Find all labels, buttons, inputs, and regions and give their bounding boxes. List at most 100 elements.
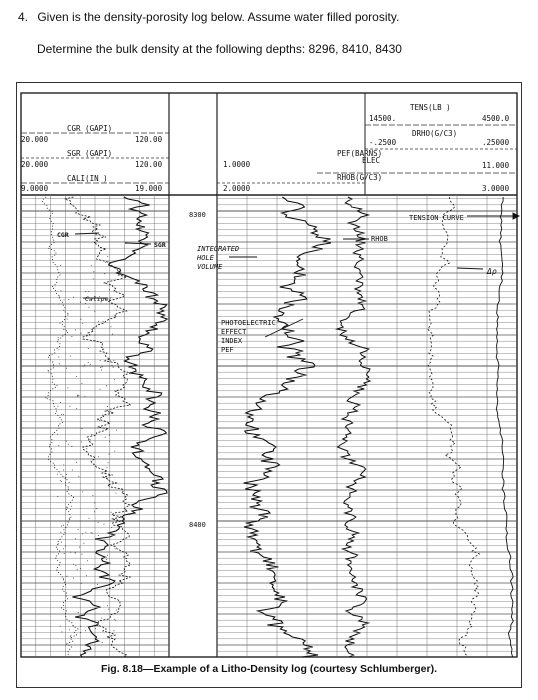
- gr-shading-dot: [58, 349, 60, 351]
- gr-shading-dot: [69, 355, 71, 357]
- gr-shading-dot: [62, 548, 64, 550]
- gr-shading-dot: [111, 364, 113, 366]
- gr-shading-dot: [116, 309, 118, 311]
- log-labels: CGR (GAPI) 20.000 120.00 SGR (GAPI) 20.0…: [21, 103, 510, 529]
- gr-shading-dot: [101, 366, 103, 368]
- gr-shading-dot: [63, 413, 64, 415]
- gr-shading-dot: [108, 434, 110, 436]
- gr-shading-dot: [56, 433, 58, 435]
- gr-shading-dot: [94, 334, 96, 336]
- gr-shading-dot: [66, 367, 68, 369]
- gr-shading-dot: [61, 631, 63, 633]
- cgr-min: 20.000: [21, 135, 49, 144]
- question-number: 4.: [18, 10, 29, 24]
- gr-shading-dot: [88, 306, 90, 308]
- gr-shading-dot: [109, 289, 110, 291]
- tens-label: TENS(LB ): [410, 103, 451, 112]
- gr-shading-dot: [71, 336, 73, 337]
- gr-shading-dot: [115, 619, 117, 621]
- cgr-max: 120.00: [135, 135, 163, 144]
- gr-shading-dot: [113, 618, 115, 620]
- tension-arrowhead: [512, 212, 521, 220]
- gr-shading-dot: [76, 461, 78, 463]
- gr-shading-dot: [101, 617, 103, 619]
- gr-shading-dot: [110, 511, 112, 513]
- rhob-curve: [334, 196, 372, 658]
- gr-shading-dot: [85, 531, 87, 533]
- gr-shading-dot: [84, 396, 86, 398]
- gr-shading-dot: [99, 360, 101, 362]
- gr-shading-dot: [106, 467, 108, 469]
- gr-shading-dot: [92, 495, 94, 497]
- annotation-pe-3: INDEX: [221, 337, 243, 345]
- gr-shading-dot: [107, 478, 109, 480]
- annotation-pe-2: EFFECT: [221, 328, 247, 336]
- annotation-tension: TENSION CURVE: [409, 214, 464, 222]
- gr-shading-dot: [70, 634, 72, 636]
- tension-curve: [495, 197, 514, 658]
- gr-shading-dot: [106, 558, 108, 560]
- gr-shading-dot: [60, 541, 62, 543]
- gr-shading-dot: [106, 554, 108, 556]
- cgr-label: CGR (GAPI): [67, 124, 112, 133]
- drho-label: DRHO(G/C3): [412, 129, 457, 138]
- gr-shading-dot: [61, 414, 63, 416]
- gr-shading-dot: [66, 318, 68, 320]
- gr-shading-dot: [74, 538, 76, 540]
- annotation-ihv-3: VOLUME: [197, 263, 223, 271]
- litho-density-log: CGR (GAPI) 20.000 120.00 SGR (GAPI) 20.0…: [20, 92, 521, 658]
- gr-shading-dot: [59, 480, 61, 482]
- gr-shading-dot: [58, 543, 60, 545]
- gr-shading-dot: [66, 473, 67, 475]
- gr-shading-dot: [75, 564, 77, 566]
- gr-shading-dot: [77, 612, 79, 614]
- gr-shading-dot: [84, 364, 86, 366]
- gr-shading-dot: [103, 416, 105, 417]
- gr-shading-dot: [79, 546, 81, 548]
- annotation-arrows: [74, 212, 521, 338]
- gr-shading-dot: [87, 362, 89, 364]
- gr-shading-dot: [108, 608, 110, 610]
- gr-shading-dot: [104, 261, 106, 263]
- delta-rho-arrow: [456, 267, 484, 270]
- gr-shading-dot: [99, 420, 101, 421]
- gr-shading-dot: [93, 568, 95, 570]
- annotation-sgr: SGR: [154, 241, 166, 249]
- gr-shading-dot: [60, 265, 62, 266]
- cali-min: 9.0000: [21, 184, 49, 193]
- gr-shading-dot: [115, 482, 116, 484]
- gr-shading-dot: [68, 517, 70, 519]
- gr-shading-dot: [110, 360, 111, 362]
- annotation-pe-4: PEF: [221, 346, 234, 354]
- gr-shading-dot: [57, 405, 59, 407]
- log-figure: CGR (GAPI) 20.000 120.00 SGR (GAPI) 20.0…: [16, 82, 522, 688]
- gr-shading-dot: [82, 533, 84, 535]
- gr-shading-dot: [83, 542, 85, 544]
- gr-shading-dot: [77, 529, 79, 530]
- gr-shading-dot: [94, 311, 96, 313]
- gr-shading-dot: [68, 629, 70, 631]
- gr-shading-dot: [69, 405, 71, 407]
- gr-shading-dot: [82, 365, 84, 367]
- pef-scale-min: 1.0000: [223, 160, 251, 169]
- gr-shading-dot: [88, 291, 90, 292]
- gr-shading-dot: [81, 441, 83, 443]
- gr-shading-dot: [89, 439, 91, 441]
- sgr-min: 20.000: [21, 160, 49, 169]
- gr-shading-dot: [97, 521, 99, 523]
- gr-shading-dot: [65, 545, 67, 547]
- gr-shading-dot: [106, 385, 108, 387]
- gr-shading-dot: [102, 321, 104, 323]
- gr-shading-dot: [61, 525, 63, 527]
- gr-shading-dot: [71, 445, 73, 447]
- rhob-label: RHOB(G/C3): [337, 173, 382, 182]
- gr-shading-dot: [91, 434, 93, 436]
- gr-shading-dot: [108, 453, 110, 455]
- gr-shading-dot: [97, 624, 99, 625]
- gr-shading-dot: [71, 469, 73, 471]
- gr-shading-dot: [80, 582, 82, 584]
- gr-shading-dot: [89, 363, 91, 365]
- gr-shading-dot: [73, 296, 74, 298]
- gr-shading-dot: [69, 508, 71, 510]
- gr-shading-dot: [58, 444, 60, 446]
